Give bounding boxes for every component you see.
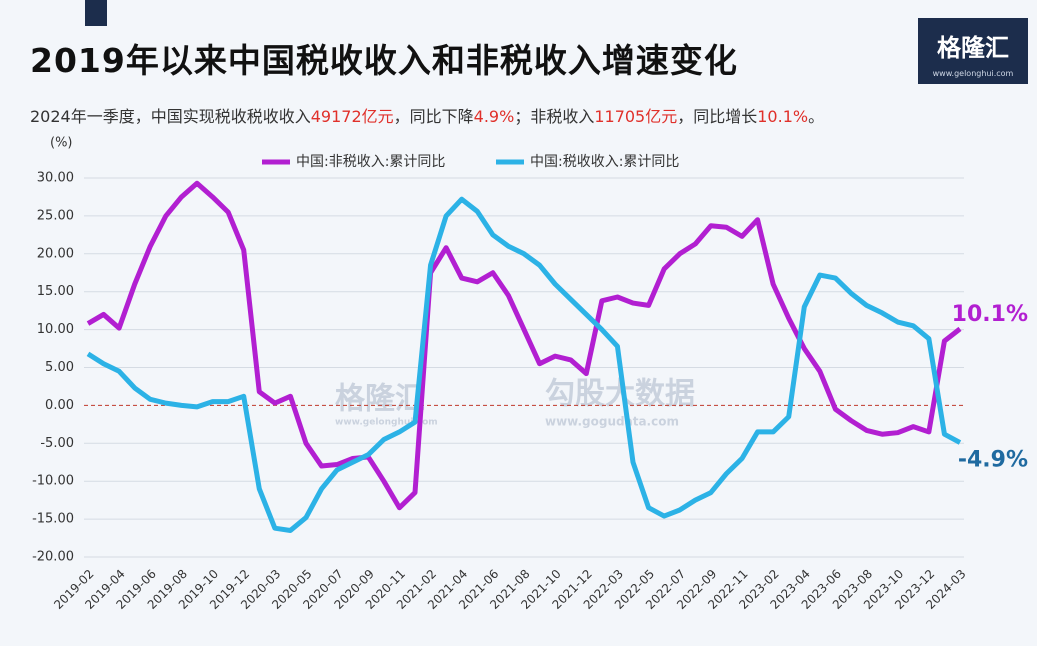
subtitle: 2024年一季度，中国实现税收税收收入49172亿元，同比下降4.9%；非税收入…: [30, 103, 824, 127]
y-tick-label: 30.00: [37, 171, 74, 186]
decor-bar: [85, 0, 107, 26]
subtitle-part: 49172亿元: [310, 107, 394, 126]
subtitle-part: 10.1%: [757, 107, 809, 126]
y-tick-label: 25.00: [37, 208, 74, 223]
y-tick-label: 0.00: [45, 398, 74, 413]
legend-label: 中国:税收收入:累计同比: [530, 154, 679, 170]
subtitle-part: ，同比增长: [677, 107, 758, 126]
y-tick-label: -15.00: [32, 512, 74, 527]
watermark: www.gogudata.com: [545, 415, 679, 429]
y-unit: (%): [50, 136, 73, 151]
subtitle-part: 2024年一季度，中国实现税收税收收入: [30, 107, 311, 126]
subtitle-part: ，同比下降: [393, 107, 474, 126]
subtitle-part: 。: [808, 107, 825, 126]
y-tick-label: -5.00: [40, 436, 74, 451]
y-tick-label: -10.00: [32, 474, 74, 489]
y-tick-label: 20.00: [37, 246, 74, 261]
logo: 格隆汇 www.gelonghui.com: [918, 18, 1028, 84]
chart-title: 2019年以来中国税收收入和非税收入增速变化: [30, 41, 738, 80]
annotation: -4.9%: [958, 448, 1028, 473]
logo-name: 格隆汇: [937, 34, 1009, 62]
y-tick-label: -20.00: [32, 550, 74, 565]
y-tick-label: 5.00: [45, 360, 74, 375]
subtitle-part: ；非税收入: [514, 107, 595, 126]
legend-label: 中国:非税收入:累计同比: [296, 154, 445, 170]
series-line: [86, 180, 962, 511]
annotation: 10.1%: [952, 302, 1028, 327]
y-tick-label: 15.00: [37, 284, 74, 299]
watermark: 格隆汇: [335, 382, 425, 417]
subtitle-part: 4.9%: [473, 107, 515, 126]
watermark: www.gelonghui.com: [335, 418, 438, 428]
subtitle-part: 11705亿元: [594, 107, 678, 126]
series-line: [86, 196, 962, 533]
y-tick-label: 10.00: [37, 322, 74, 337]
logo-url: www.gelonghui.com: [932, 69, 1014, 78]
